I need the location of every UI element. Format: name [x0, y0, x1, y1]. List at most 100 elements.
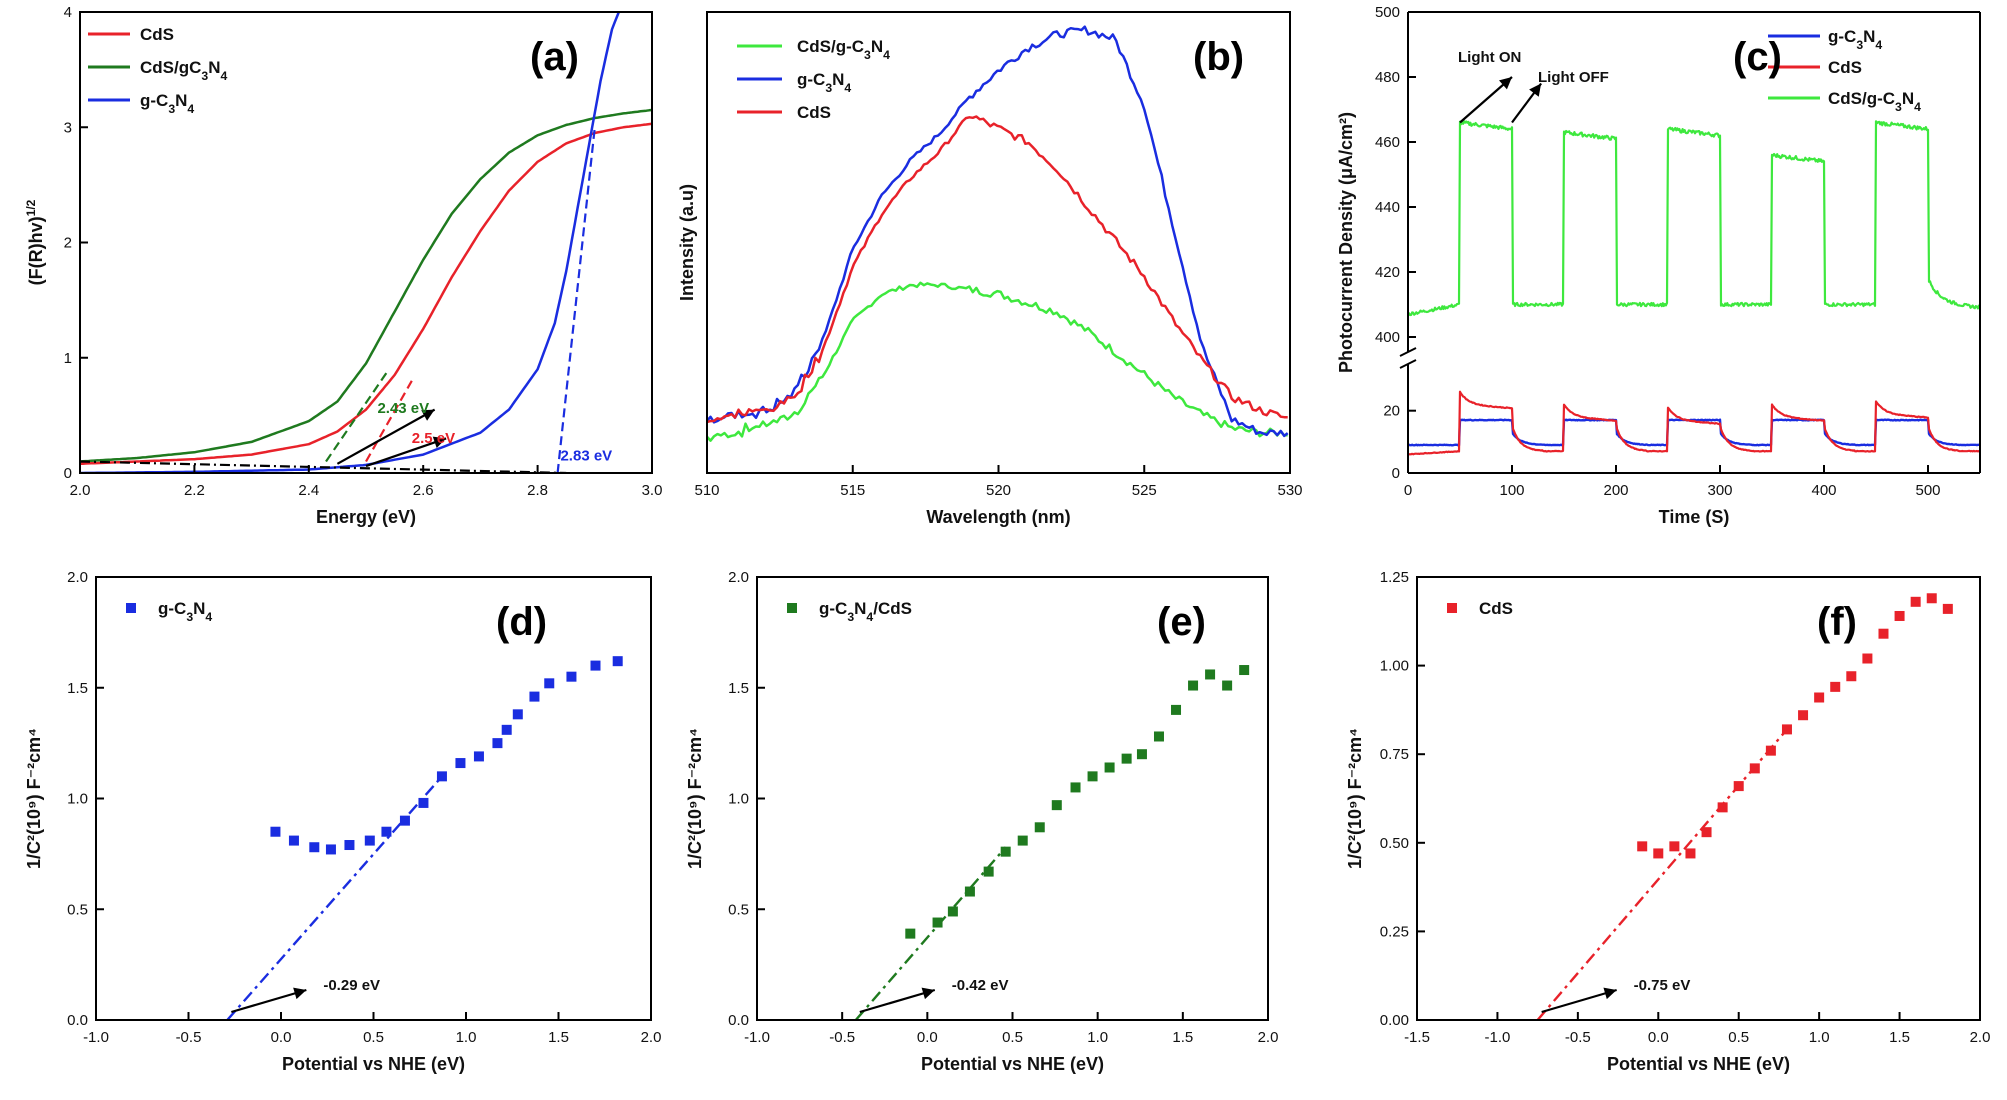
- x-tick-label: -1.0: [1484, 1029, 1510, 1046]
- panel-f: -1.5 -1.0 -0.5 0.0 0.5 1.0 1.5 2.0 Potential vs …: [1345, 569, 1990, 1074]
- data-point: [1781, 724, 1792, 735]
- x-tick-label: 2.0: [70, 482, 91, 499]
- data-point: [590, 660, 601, 671]
- data-point: [1910, 596, 1921, 607]
- x-tick-label: 2.0: [1258, 1029, 1279, 1046]
- x-tick-label: 1.0: [456, 1029, 477, 1046]
- data-point: [1942, 603, 1953, 614]
- data-point: [1136, 749, 1147, 760]
- panel-letter: (d): [496, 600, 547, 644]
- legend-swatch: [126, 603, 136, 613]
- panel-d: -1.0 -0.5 0.0 0.5 1.0 1.5 2.0 Potential vs NHE …: [24, 569, 661, 1074]
- panel-letter: (c): [1733, 35, 1782, 79]
- x-tick-label: 500: [1915, 482, 1940, 499]
- annotation-arrow: [231, 988, 307, 1014]
- x-axis-title: Potential vs NHE (eV): [282, 1054, 465, 1074]
- y-tick-label: 0.5: [728, 901, 749, 918]
- data-point: [1798, 710, 1809, 721]
- data-point: [381, 826, 392, 837]
- data-point: [1070, 782, 1081, 793]
- data-point: [1653, 848, 1664, 859]
- annotation: -0.42 eV: [952, 977, 1009, 994]
- data-point: [1926, 593, 1937, 604]
- data-point: [344, 840, 355, 851]
- x-tick-label: 0: [1404, 482, 1412, 499]
- series-line-g-C3N4: [1407, 418, 1981, 447]
- x-tick-label: 1.5: [1172, 1029, 1193, 1046]
- annotation: 2.43 eV: [377, 400, 429, 417]
- data-point: [1017, 835, 1028, 846]
- legend-label: g-C3N4: [797, 70, 851, 95]
- data-point: [1153, 731, 1164, 742]
- arrow-2-43: [336, 408, 436, 465]
- y-axis-title: 1/C²(10⁹) F⁻²cm⁴: [1345, 728, 1365, 869]
- data-point: [1733, 781, 1744, 792]
- annotation: 2.83 eV: [560, 447, 612, 464]
- y-tick-label: 2: [64, 235, 72, 252]
- legend-swatch: [787, 603, 797, 613]
- x-tick-label: 0.0: [271, 1029, 292, 1046]
- panel-letter: (e): [1157, 600, 1206, 644]
- plot-frame: [706, 11, 1291, 474]
- arrow-2-5-head: [432, 436, 447, 449]
- x-tick-label: 0.0: [917, 1029, 938, 1046]
- data-point: [947, 906, 958, 917]
- x-axis-title: Energy (eV): [316, 507, 416, 527]
- data-point: [1830, 681, 1841, 692]
- x-tick-label: 0.5: [1002, 1029, 1023, 1046]
- legend-label: g-C3N4: [140, 91, 194, 116]
- data-point: [983, 866, 994, 877]
- y-tick-label: 0.25: [1380, 923, 1409, 940]
- y-tick-label: 0: [64, 465, 72, 482]
- y-tick-label: 3: [64, 119, 72, 136]
- y-axis-title: (F(R)hv)1/2: [24, 199, 46, 285]
- annotation-arrow-head: [1603, 987, 1617, 1000]
- x-tick-label: 515: [840, 482, 865, 499]
- x-tick-label: 520: [986, 482, 1011, 499]
- y-tick-label: 1.0: [67, 791, 88, 808]
- x-tick-label: 0.0: [1648, 1029, 1669, 1046]
- data-point: [1171, 704, 1182, 715]
- data-point: [418, 797, 429, 808]
- legend-label: CdS/g-C3N4: [1828, 89, 1921, 114]
- y-axis-title: 1/C²(10⁹) F⁻²cm⁴: [685, 728, 705, 869]
- data-point: [1878, 628, 1889, 639]
- data-point: [1685, 848, 1696, 859]
- y-tick-label: 1: [64, 350, 72, 367]
- data-point: [492, 738, 503, 749]
- data-point: [1121, 753, 1132, 764]
- fit-line: [556, 127, 596, 473]
- fit-line: [854, 846, 1007, 1021]
- y-tick-label: 420: [1375, 264, 1400, 281]
- panel-letter: (b): [1193, 35, 1244, 79]
- data-point: [501, 724, 512, 735]
- data-point: [1669, 841, 1680, 852]
- data-point: [964, 886, 975, 897]
- y-tick-label: 2.0: [728, 569, 749, 586]
- light-on-arrow-head: [1499, 77, 1512, 90]
- data-point: [1637, 841, 1648, 852]
- legend-label: g-C3N4: [1828, 27, 1882, 52]
- data-point: [325, 844, 336, 855]
- annotation-arrow-head: [921, 987, 935, 1000]
- legend-label: CdS: [140, 25, 174, 44]
- data-point: [1104, 762, 1115, 773]
- x-tick-label: -1.5: [1404, 1029, 1430, 1046]
- y-tick-label: 20: [1383, 403, 1400, 420]
- light-on-label: Light ON: [1458, 49, 1521, 66]
- y-tick-label: 0.75: [1380, 746, 1409, 763]
- data-point: [364, 835, 375, 846]
- legend-label: g-C3N4: [158, 599, 212, 624]
- x-tick-label: 2.4: [298, 482, 319, 499]
- panel-b: 510 515 520 525 530 Wavelength (nm) Intensity …: [677, 11, 1303, 527]
- x-tick-label: 1.0: [1809, 1029, 1830, 1046]
- x-tick-label: 510: [694, 482, 719, 499]
- data-point: [512, 709, 523, 720]
- data-point: [473, 751, 484, 762]
- x-tick-label: 0.5: [1728, 1029, 1749, 1046]
- panel-letter: (a): [530, 35, 579, 79]
- fit-line: [226, 775, 443, 1021]
- data-point: [1862, 653, 1873, 664]
- series-line-CdS/g-C3N4: [1406, 120, 1981, 317]
